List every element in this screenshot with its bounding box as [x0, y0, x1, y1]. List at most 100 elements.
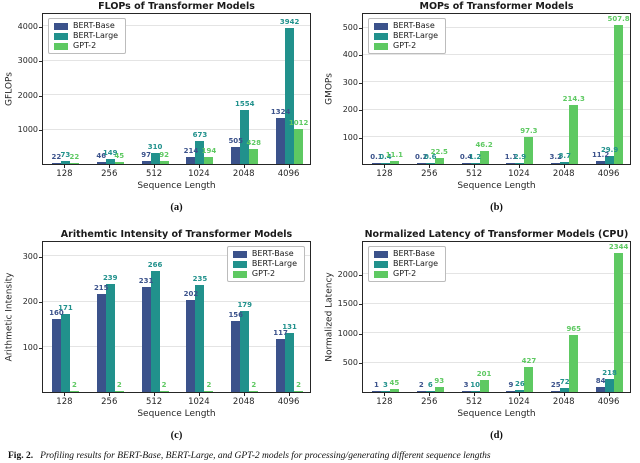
chart-title: Normalized Latency of Transformer Models…: [364, 229, 629, 240]
legend-swatch: [232, 270, 247, 278]
x-tick-label: 4096: [277, 397, 300, 407]
bar: [204, 391, 214, 392]
bar-value-label: 131: [282, 322, 297, 331]
bar-value-label: 97.3: [520, 127, 538, 136]
bar: [605, 155, 615, 164]
bar-value-label: 26: [515, 380, 525, 389]
bar-value-label: 92: [159, 150, 169, 159]
gridline: [43, 128, 310, 130]
gridline: [363, 273, 630, 275]
y-tick-mark: [359, 274, 362, 276]
bar-value-label: 2.9: [513, 153, 527, 162]
y-tick-label: 100: [22, 342, 38, 352]
y-axis-label: Normalized Latency: [324, 272, 335, 362]
bar: [141, 160, 151, 164]
bar: [69, 163, 79, 164]
legend-label: BERT-Base: [73, 21, 115, 30]
x-tick-label: 512: [145, 397, 163, 407]
bar-value-label: 965: [566, 324, 582, 333]
bar-value-label: 202: [183, 290, 199, 299]
bar-value-label: 22.5: [430, 147, 448, 156]
bar-value-label: 428: [246, 139, 262, 148]
bar-value-label: 194: [201, 147, 217, 156]
bar: [159, 160, 169, 164]
y-tick-mark: [39, 95, 42, 97]
bar-value-label: 505: [228, 136, 244, 145]
bar: [569, 334, 579, 392]
panel-label: (a): [170, 202, 183, 213]
bar: [569, 105, 579, 164]
legend-item: BERT-Large: [232, 260, 297, 268]
bar-value-label: 201: [476, 370, 492, 379]
legend-swatch: [232, 260, 247, 268]
legend-label: GPT-2: [393, 41, 417, 50]
gridline: [43, 346, 310, 348]
bar: [96, 294, 106, 392]
bar: [60, 161, 70, 164]
chart-title: FLOPs of Transformer Models: [98, 1, 255, 12]
bar: [416, 163, 426, 164]
bar-value-label: 1: [373, 381, 379, 390]
x-tick-label: 4096: [597, 397, 620, 407]
bar-value-label: 3: [463, 381, 469, 390]
y-tick-label: 1500: [337, 299, 358, 309]
chart-panel-c: Arithemtic Intensity of Transformer Mode…: [0, 228, 320, 448]
x-tick-label: 256: [421, 397, 438, 407]
bar-value-label: 46: [96, 152, 107, 161]
bar: [506, 163, 516, 164]
x-tick-label: 2048: [232, 169, 255, 179]
x-tick-label: 128: [56, 397, 73, 407]
bar-value-label: 6: [427, 381, 433, 390]
x-tick-mark: [198, 165, 200, 168]
bar: [186, 156, 196, 164]
bar-value-label: 179: [237, 300, 253, 309]
legend-label: BERT-Base: [393, 21, 435, 30]
gridline: [363, 136, 630, 138]
bar: [461, 163, 471, 164]
bar: [204, 157, 214, 164]
y-tick-label: 300: [342, 77, 358, 87]
legend-item: BERT-Large: [374, 32, 438, 40]
bar: [470, 163, 480, 164]
legend-item: GPT-2: [232, 270, 297, 278]
bar: [389, 389, 399, 392]
y-tick-label: 200: [342, 105, 358, 115]
bar: [479, 151, 489, 164]
y-tick-mark: [359, 55, 362, 57]
x-tick-label: 2048: [552, 397, 575, 407]
bar: [380, 163, 390, 164]
panel-label: (c): [170, 430, 183, 441]
y-tick-mark: [359, 82, 362, 84]
legend-item: BERT-Large: [54, 32, 118, 40]
x-tick-label: 1024: [508, 397, 530, 407]
y-tick-label: 400: [342, 50, 358, 60]
legend-swatch: [374, 260, 388, 268]
gridline: [43, 255, 310, 257]
bar: [240, 110, 250, 164]
x-tick-mark: [154, 393, 156, 396]
bar-value-label: 1.2: [468, 153, 482, 162]
x-tick-mark: [384, 393, 386, 396]
chart-panel-d: Normalized Latency of Transformer Models…: [320, 228, 640, 448]
bar: [249, 149, 259, 164]
legend-item: GPT-2: [374, 270, 438, 278]
y-tick-mark: [359, 28, 362, 30]
bar: [551, 390, 561, 392]
y-tick-label: 4000: [17, 21, 38, 31]
x-tick-label: 128: [376, 169, 393, 179]
gridline: [363, 26, 630, 28]
legend-item: BERT-Large: [374, 260, 438, 268]
legend-label: BERT-Large: [393, 31, 439, 40]
figure-caption: Fig. 2. Profiling results for BERT-Base, …: [8, 451, 636, 463]
bar-value-label: 231: [138, 277, 154, 286]
x-tick-mark: [384, 165, 386, 168]
legend-label: GPT-2: [393, 269, 417, 278]
bar-value-label: 171: [58, 304, 73, 313]
bar: [380, 391, 390, 392]
legend-swatch: [54, 32, 68, 40]
legend-swatch: [374, 22, 388, 30]
legend-item: GPT-2: [54, 42, 118, 50]
bar-value-label: 2: [251, 381, 257, 390]
gridline: [363, 361, 630, 363]
gridline: [43, 94, 310, 96]
